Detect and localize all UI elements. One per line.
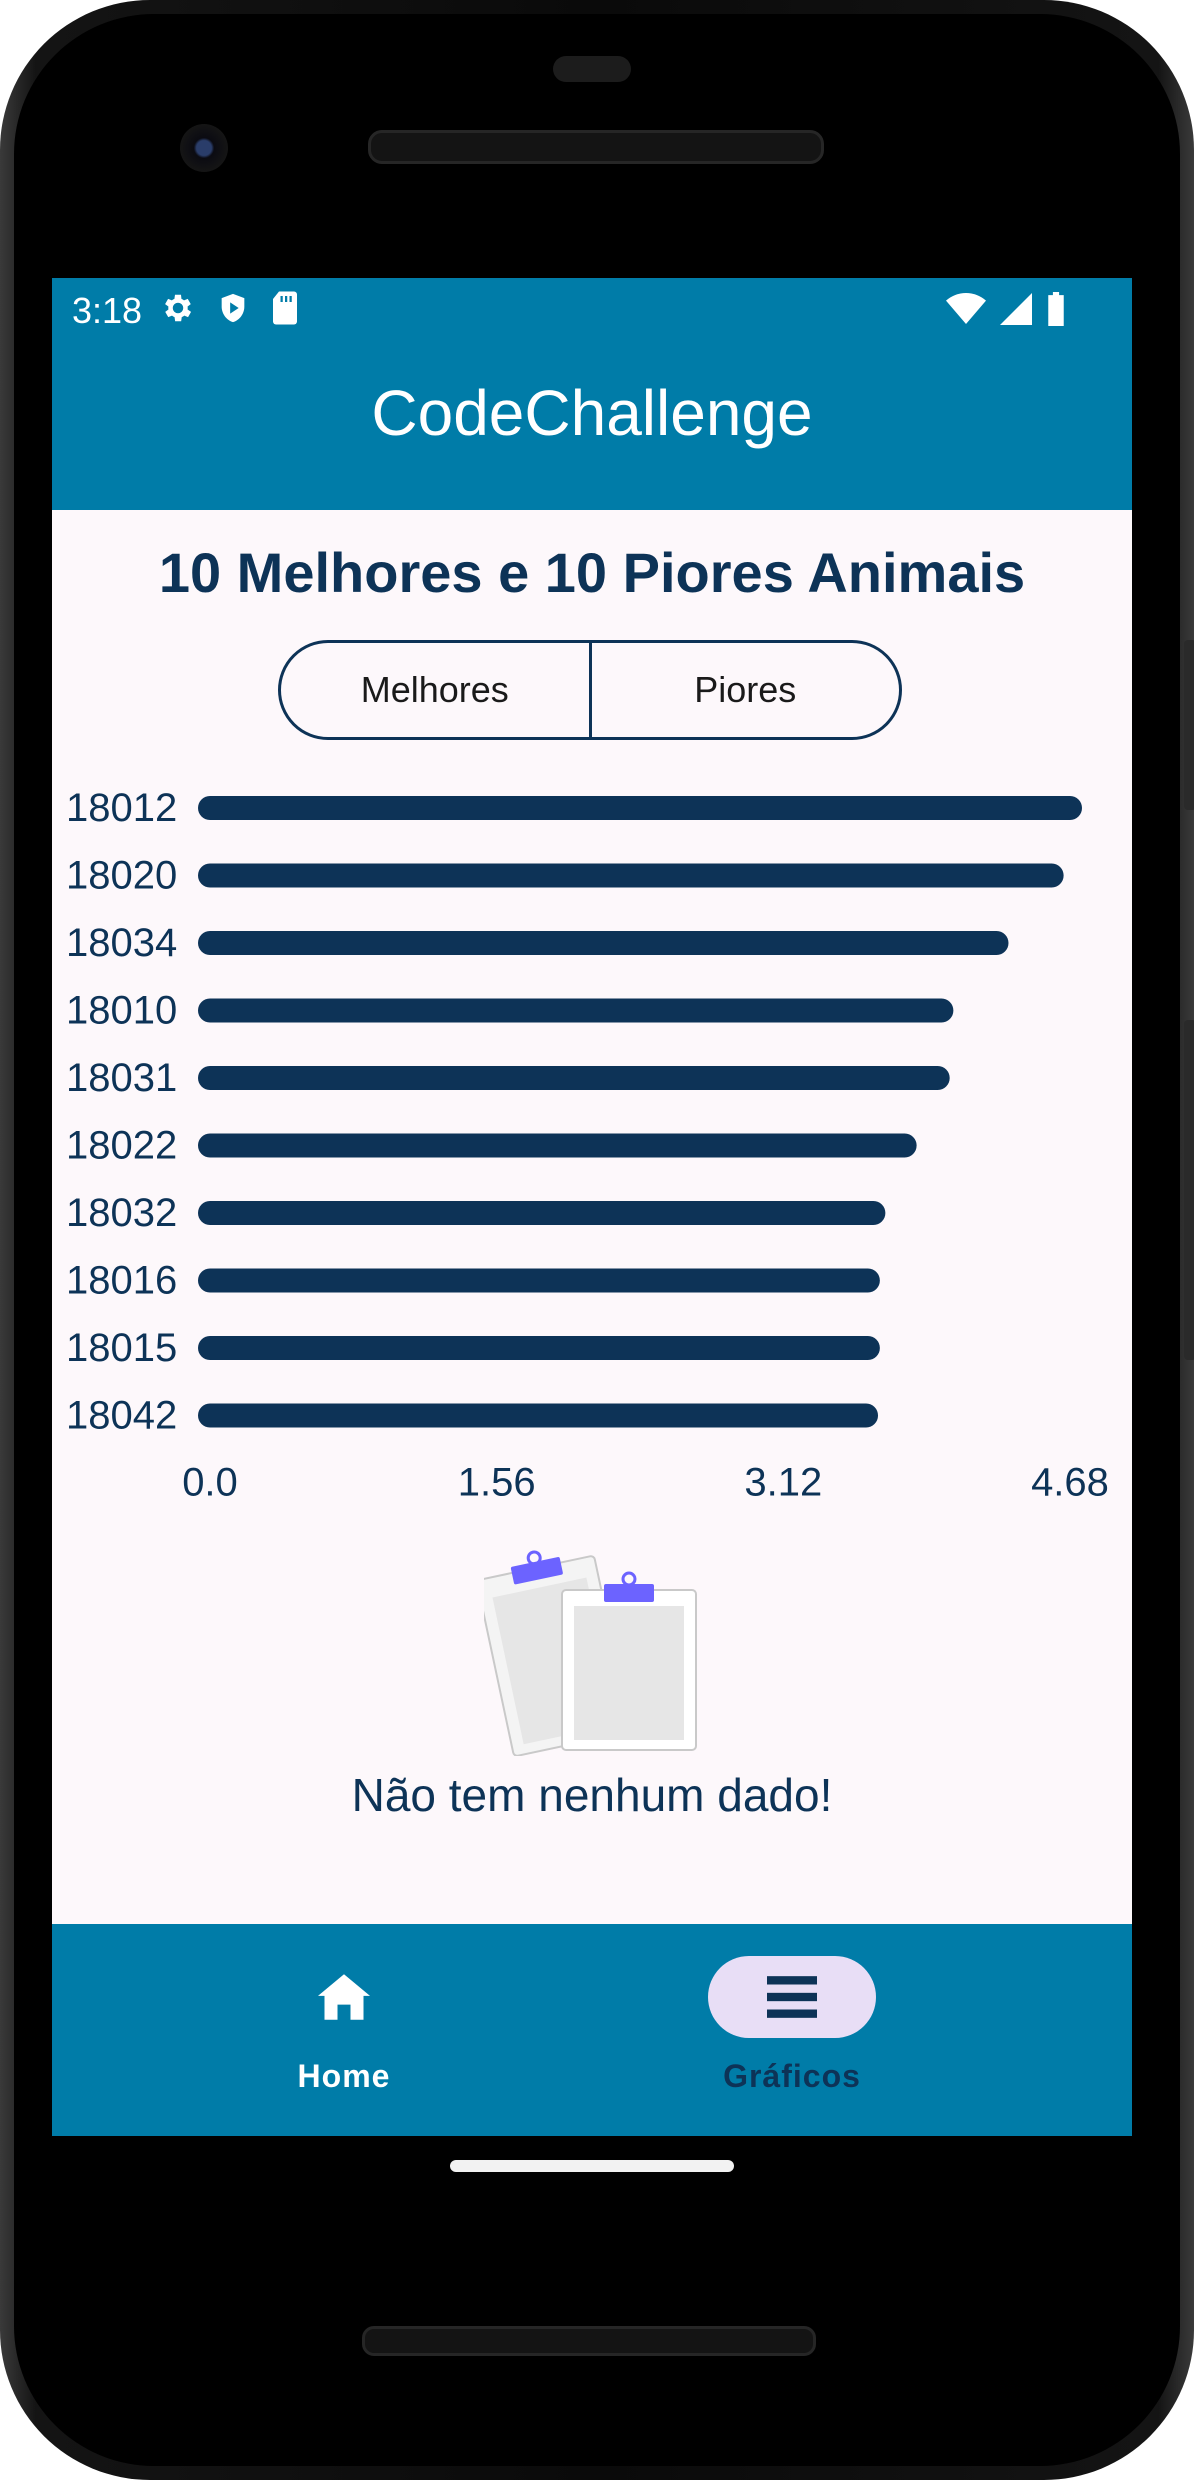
bar-category-label: 18042 — [66, 1394, 177, 1438]
nav-home[interactable]: Home — [194, 1924, 494, 2136]
bottom-navigation: Home Gráficos — [52, 1924, 1132, 2136]
bar-category-label: 18031 — [66, 1056, 177, 1100]
bar-category-label: 18020 — [66, 854, 177, 898]
gear-icon — [165, 294, 192, 322]
bar-category-label: 18034 — [66, 921, 177, 965]
shield-play-icon — [221, 293, 245, 323]
nav-graficos-label: Gráficos — [723, 2058, 861, 2094]
gesture-home-bar[interactable] — [450, 2160, 734, 2172]
status-left-icons — [160, 290, 300, 326]
sd-card-icon — [273, 291, 297, 325]
bar-category-label: 18016 — [66, 1259, 177, 1303]
toggle-piores-button[interactable]: Piores — [588, 643, 900, 737]
page-title: 10 Melhores e 10 Piores Animais — [158, 541, 1026, 604]
top-app-bar: CodeChallenge — [52, 342, 1132, 510]
bar-category-label: 18022 — [66, 1124, 177, 1168]
bar-category-label: 18015 — [66, 1326, 177, 1370]
front-camera-icon — [180, 124, 228, 172]
clipboards-illustration-icon — [484, 1550, 697, 1756]
wifi-icon — [946, 293, 986, 324]
status-bar: 3:18 — [52, 278, 1132, 342]
empty-state-message: Não tem nenhum dado! — [351, 1769, 833, 1821]
nav-home-label: Home — [297, 2058, 391, 2094]
cell-signal-icon — [1000, 293, 1032, 325]
sensor-slot — [553, 56, 631, 82]
status-right-icons — [946, 292, 1066, 326]
x-tick-label: 1.56 — [458, 1461, 536, 1505]
home-icon — [318, 1974, 370, 2020]
nav-home-icon-container — [292, 1956, 396, 2038]
best-worst-toggle: Melhores Piores — [278, 640, 902, 740]
bar-category-label: 18012 — [66, 786, 177, 830]
list-bars-icon — [767, 1976, 817, 2018]
bar-category-label: 18010 — [66, 989, 177, 1033]
bar-category-label: 18032 — [66, 1191, 177, 1235]
power-button — [1184, 640, 1194, 810]
horizontal-bar-chart: 18012 18020 18034 18010 18031 18022 18032 18016… — [66, 786, 1109, 1505]
nav-graficos-icon-container — [708, 1956, 876, 2038]
x-tick-label: 0.0 — [182, 1461, 238, 1505]
battery-icon — [1048, 292, 1064, 326]
app-screen: 3:18 — [52, 278, 1132, 2136]
nav-graficos[interactable]: Gráficos — [642, 1924, 942, 2136]
status-time: 3:18 — [72, 290, 143, 331]
top-speaker — [368, 130, 824, 164]
x-tick-label: 3.12 — [744, 1461, 822, 1505]
x-tick-label: 4.68 — [1031, 1461, 1109, 1505]
volume-button — [1184, 1020, 1194, 1360]
bottom-speaker — [362, 2326, 816, 2356]
app-title: CodeChallenge — [371, 377, 813, 449]
toggle-melhores-button[interactable]: Melhores — [360, 669, 509, 710]
